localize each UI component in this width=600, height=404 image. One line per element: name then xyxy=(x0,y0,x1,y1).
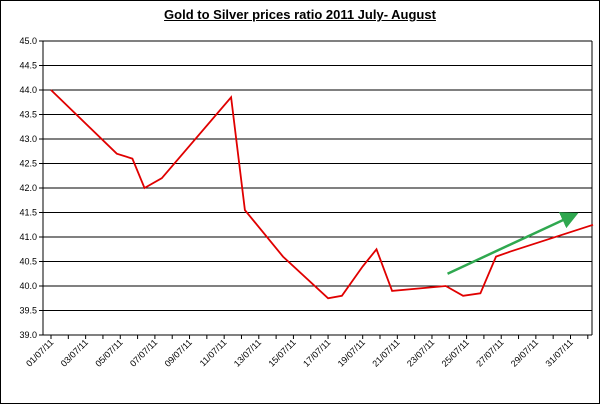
x-axis: 01/07/11 03/07/11 05/07/11 07/07/11 09/07/11… xyxy=(24,335,589,369)
gridlines xyxy=(42,40,593,336)
y-tick-label: 41.5 xyxy=(19,208,37,218)
y-tick-label: 40.5 xyxy=(19,257,37,267)
chart-title: Gold to Silver prices ratio 2011 July- A… xyxy=(164,7,436,22)
x-tick-label: 31/07/11 xyxy=(544,337,575,368)
y-tick-label: 45.0 xyxy=(19,36,37,46)
x-tick-label: 17/07/11 xyxy=(301,337,332,368)
y-tick-label: 42.0 xyxy=(19,183,37,193)
x-tick-label: 05/07/11 xyxy=(93,337,124,368)
trend-arrow xyxy=(447,212,579,275)
x-tick-label: 11/07/11 xyxy=(198,337,229,368)
x-tick-label: 13/07/11 xyxy=(232,337,263,368)
x-tick-label: 19/07/11 xyxy=(336,337,367,368)
y-tick-label: 41.0 xyxy=(19,232,37,242)
x-tick-label: 03/07/11 xyxy=(59,337,90,368)
x-tick-label: 27/07/11 xyxy=(474,337,505,368)
trend-arrow-layer xyxy=(447,212,579,275)
y-tick-label: 39.5 xyxy=(19,306,37,316)
x-tick-label: 21/07/11 xyxy=(370,337,401,368)
x-tick-label: 01/07/11 xyxy=(24,337,55,368)
y-tick-label: 39.0 xyxy=(19,330,37,340)
series-line xyxy=(50,89,594,300)
y-tick-label: 44.0 xyxy=(19,85,37,95)
y-tick-label: 43.0 xyxy=(19,134,37,144)
x-tick-label: 15/07/11 xyxy=(266,337,297,368)
x-tick-label: 23/07/11 xyxy=(405,337,436,368)
x-tick-label: 29/07/11 xyxy=(509,337,540,368)
series-layer xyxy=(50,89,594,300)
y-tick-label: 43.5 xyxy=(19,110,37,120)
x-tick-label: 09/07/11 xyxy=(163,337,194,368)
x-tick-label: 25/07/11 xyxy=(440,337,471,368)
y-tick-label: 42.5 xyxy=(19,159,37,169)
y-tick-label: 40.0 xyxy=(19,281,37,291)
x-tick-label: 07/07/11 xyxy=(128,337,159,368)
y-tick-label: 44.5 xyxy=(19,61,37,71)
y-axis: 39.0 39.5 40.0 40.5 41.0 41.5 42.0 42.5 43.0 43.5… xyxy=(19,36,43,340)
